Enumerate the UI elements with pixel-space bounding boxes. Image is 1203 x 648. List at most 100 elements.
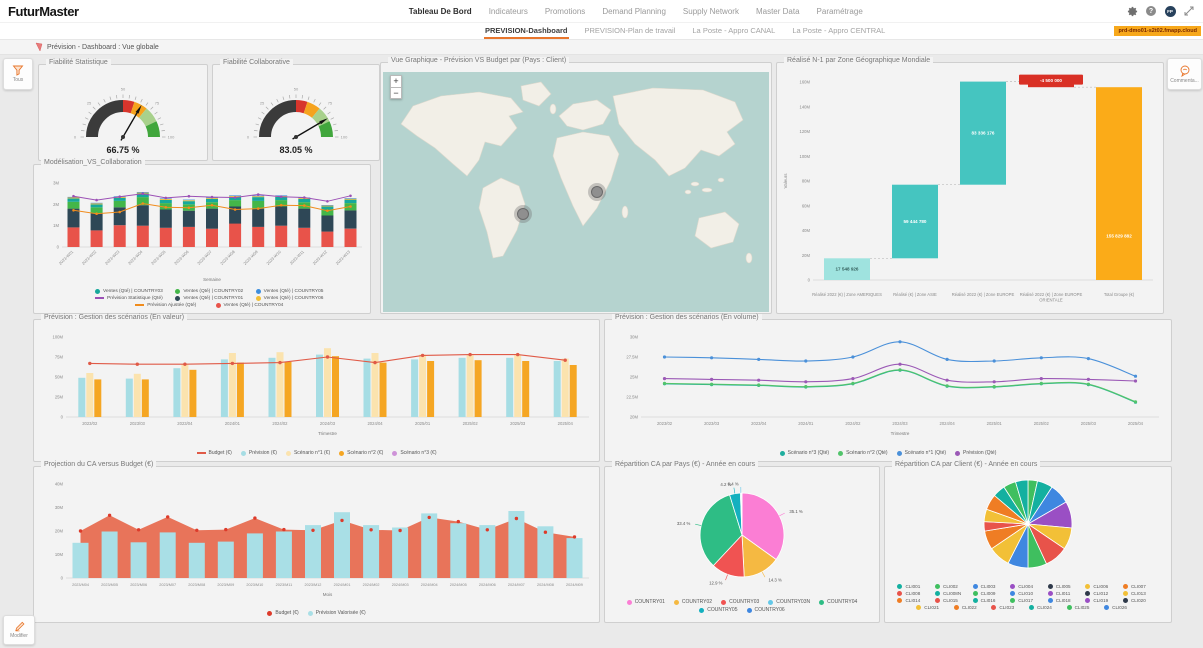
legend-item[interactable]: CLI019	[1085, 598, 1121, 603]
zoom-out-button[interactable]: −	[390, 87, 402, 99]
legend-item[interactable]: Scénario n°3 (€)	[392, 450, 437, 456]
legend-item[interactable]: CLI013	[1122, 591, 1159, 596]
legend-item[interactable]: Ventes (Qté) | COUNTRY06	[255, 295, 327, 301]
legend-item[interactable]: CLI005	[1047, 584, 1084, 589]
svg-text:Trimestre: Trimestre	[318, 431, 337, 436]
legend-item[interactable]: Ventes (Qté) | COUNTRY03	[95, 288, 166, 294]
legend-item[interactable]: CLI014	[897, 598, 933, 603]
pie-slice-COUNTRY06[interactable]	[741, 492, 743, 536]
svg-text:2023/M07: 2023/M07	[159, 583, 176, 587]
legend-item[interactable]: Scénario n°2 (Qté)	[838, 450, 888, 456]
panel-title: Modélisation_VS_Collaboration	[41, 159, 145, 166]
svg-text:2024/M09: 2024/M09	[566, 583, 583, 587]
legend-item[interactable]: CLI017	[1010, 598, 1046, 603]
legend-item[interactable]: Prévision Ajustée (Qté)	[135, 303, 206, 308]
legend-item[interactable]: Prévision Valorisée (€)	[307, 610, 366, 616]
legend-item[interactable]: CLI009	[972, 591, 1009, 596]
settings-gear-icon[interactable]	[1126, 5, 1138, 17]
legend-item[interactable]: Ventes (Qté) | COUNTRY01	[175, 295, 246, 301]
legend-item[interactable]: CLI015	[935, 598, 971, 603]
legend-item[interactable]: CLI004	[1010, 584, 1046, 589]
legend-item[interactable]: COUNTRY01	[626, 599, 665, 605]
svg-text:2024/02: 2024/02	[272, 421, 288, 426]
legend-item[interactable]: Scénario n°1 (Qté)	[896, 450, 946, 456]
svg-text:50M: 50M	[55, 375, 64, 380]
fullscreen-icon[interactable]	[1183, 5, 1195, 17]
svg-text:2024/M03: 2024/M03	[392, 583, 409, 587]
legend-item[interactable]: CLI016	[972, 598, 1009, 603]
legend-item[interactable]: CLI008	[897, 591, 933, 596]
tab-la-poste---appro-central[interactable]: La Poste - Appro CENTRAL	[792, 25, 886, 35]
tabs-bar: PREVISION-Dashboard PREVISION-Plan de tra…	[0, 22, 1203, 40]
filter-button[interactable]: Tous	[3, 58, 33, 90]
nav-item-tableau-de-bord[interactable]: Tableau De Bord	[408, 6, 472, 16]
user-avatar[interactable]: FP	[1164, 5, 1176, 17]
edit-button[interactable]: Modifier	[3, 615, 35, 645]
svg-text:40M: 40M	[55, 482, 64, 487]
legend-item[interactable]: CLI021	[916, 605, 952, 610]
comments-button[interactable]: Commenta...	[1167, 58, 1202, 90]
nav-item-master-data[interactable]: Master Data	[755, 6, 800, 16]
legend-item[interactable]: Prévision Statistique (Qté)	[95, 296, 166, 301]
legend-item[interactable]: COUNTRY03N	[768, 599, 810, 605]
breadcrumb-strip: Prévision - Dashboard : Vue globale	[0, 40, 1203, 55]
legend-item[interactable]: COUNTRY06	[746, 607, 785, 613]
svg-text:2023-W12: 2023-W12	[311, 249, 328, 266]
map-cluster-marker[interactable]	[588, 183, 606, 201]
map-cluster-marker[interactable]	[514, 205, 532, 223]
tab-prevision-dashboard[interactable]: PREVISION-Dashboard	[484, 24, 569, 39]
legend-item[interactable]: CLI020	[1122, 598, 1159, 603]
svg-text:2024/02: 2024/02	[845, 421, 861, 426]
svg-text:Trimestre: Trimestre	[891, 431, 910, 436]
legend-item[interactable]: COUNTRY03	[721, 599, 759, 605]
legend-item[interactable]: CLI002	[935, 584, 971, 589]
legend-item[interactable]: Budget (€)	[196, 450, 232, 456]
tab-prevision-plan-de-travail[interactable]: PREVISION-Plan de travail	[584, 25, 676, 35]
zoom-in-button[interactable]: +	[390, 75, 402, 87]
legend-item[interactable]: Budget (€)	[267, 610, 299, 616]
nav-item-indicateurs[interactable]: Indicateurs	[488, 6, 528, 16]
legend-item[interactable]: CLI024	[1029, 605, 1065, 610]
pie-slice-CLI001[interactable]	[1015, 479, 1029, 525]
legend-item[interactable]: CLI010	[1010, 591, 1046, 596]
legend-item[interactable]: Scénario n°2 (€)	[339, 450, 383, 456]
svg-text:25: 25	[260, 101, 265, 106]
panel-projection-ca-budget: Projection du CA versus Budget (€) 40M 30…	[33, 461, 600, 623]
legend-item[interactable]: Scénario n°1 (€)	[285, 450, 330, 456]
breadcrumb: Prévision - Dashboard : Vue globale	[47, 43, 159, 51]
legend-item[interactable]: CLI022	[953, 605, 990, 610]
legend-item[interactable]: Scénario n°3 (Qté)	[779, 450, 829, 456]
legend-item[interactable]: CLI023	[991, 605, 1027, 610]
legend-item[interactable]: COUNTRY02	[673, 599, 712, 605]
chart-legend: COUNTRY01 COUNTRY02 COUNTRY03 COUNTRY03N COU…	[613, 593, 871, 619]
pie-slice-COUNTRY04[interactable]	[699, 494, 743, 567]
legend-item[interactable]: CLI001	[897, 584, 933, 589]
nav-item-demand-planning[interactable]: Demand Planning	[602, 6, 666, 16]
legend-item[interactable]: Ventes (Qté) | COUNTRY05	[255, 288, 327, 294]
legend-item[interactable]: CLI011	[1047, 591, 1084, 596]
legend-item[interactable]: CLI026	[1104, 605, 1140, 610]
nav-item-promotions[interactable]: Promotions	[544, 6, 586, 16]
tab-la-poste---appro-canal[interactable]: La Poste - Appro CANAL	[692, 25, 776, 35]
legend-item[interactable]: CLI012	[1085, 591, 1121, 596]
legend-item[interactable]: Ventes (Qté) | COUNTRY02	[175, 288, 246, 294]
svg-text:120M: 120M	[800, 129, 811, 134]
legend-item[interactable]: CLI003	[972, 584, 1009, 589]
legend-item[interactable]: CLI008N	[935, 591, 971, 596]
legend-item[interactable]: COUNTRY04	[819, 599, 857, 605]
nav-item-supply-network[interactable]: Supply Network	[682, 6, 739, 16]
legend-item[interactable]: CLI025	[1066, 605, 1103, 610]
legend-item[interactable]: Ventes (Qté) | COUNTRY04	[215, 302, 287, 308]
legend-item[interactable]: COUNTRY05	[699, 607, 738, 613]
svg-text:2024/M05: 2024/M05	[450, 583, 467, 587]
legend-item[interactable]: Prévision (Qté)	[955, 450, 996, 456]
pie-slice-COUNTRY01[interactable]	[741, 492, 785, 561]
svg-text:2023/03: 2023/03	[130, 421, 146, 426]
svg-text:2024/03: 2024/03	[892, 421, 908, 426]
legend-item[interactable]: CLI007	[1122, 584, 1159, 589]
help-icon[interactable]: ?	[1145, 5, 1157, 17]
legend-item[interactable]: CLI018	[1047, 598, 1084, 603]
nav-item-paramétrage[interactable]: Paramétrage	[816, 6, 863, 16]
legend-item[interactable]: Prévision (€)	[240, 450, 277, 456]
legend-item[interactable]: CLI006	[1085, 584, 1121, 589]
